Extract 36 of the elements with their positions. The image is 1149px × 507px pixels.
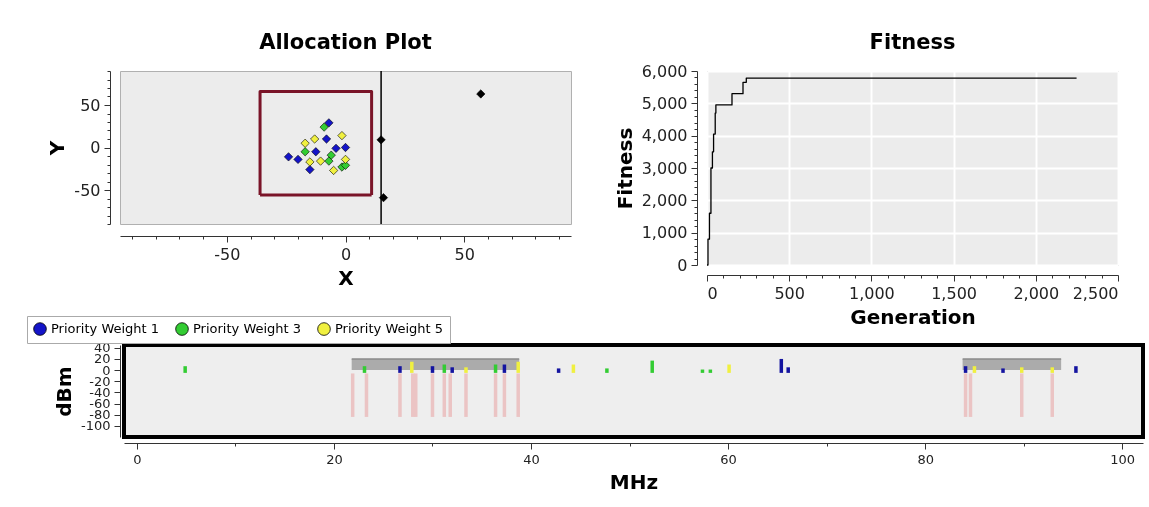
x-axis-title: Generation (850, 304, 976, 329)
chart-title: Fitness (869, 30, 956, 54)
y-tick-label: -50 (74, 180, 101, 200)
x-tick-label: 1,000 (848, 283, 895, 303)
x-tick-label: 80 (917, 451, 934, 467)
x-axis-title: X (338, 265, 355, 290)
x-tick-label: 0 (340, 244, 352, 264)
y-tick-label: 1,000 (641, 223, 688, 243)
y-tick-label: -100 (80, 418, 111, 434)
x-tick-label: 50 (454, 244, 475, 264)
x-tick-label: 20 (326, 451, 343, 467)
chart-title: Allocation Plot (259, 30, 432, 54)
legend-label: Priority Weight 5 (335, 321, 444, 337)
y-axis-title: Y (45, 140, 70, 157)
legend-label: Priority Weight 3 (193, 321, 302, 337)
y-tick-label: 50 (80, 95, 101, 115)
x-tick-label: 100 (1110, 451, 1136, 467)
x-tick-label: 0 (133, 451, 142, 467)
legend-label: Priority Weight 1 (51, 321, 160, 337)
y-tick-label: 5,000 (641, 93, 688, 113)
x-tick-label: -50 (214, 244, 241, 264)
y-tick-label: 2,000 (641, 190, 688, 210)
y-tick-label: 4,000 (641, 126, 688, 146)
y-axis-title: Fitness (612, 127, 637, 210)
y-tick-label: 3,000 (641, 158, 688, 178)
y-tick-label: 0 (90, 138, 101, 157)
x-tick-label: 40 (523, 451, 540, 467)
x-tick-label: 2,000 (1013, 283, 1060, 303)
x-tick-label: 500 (774, 283, 805, 303)
x-tick-label: 0 (707, 283, 718, 303)
x-axis-title: MHz (609, 469, 659, 494)
x-tick-label: 60 (720, 451, 737, 467)
y-axis-title: dBm (52, 366, 76, 417)
x-tick-label: 2,500 (1072, 283, 1119, 303)
y-tick-label: 6,000 (641, 61, 688, 81)
x-tick-label: 1,500 (931, 283, 978, 303)
